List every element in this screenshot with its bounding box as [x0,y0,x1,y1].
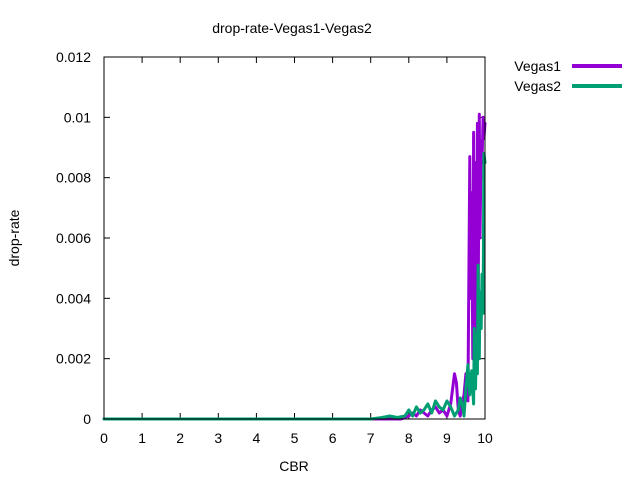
x-tick-label: 7 [367,430,375,446]
y-tick-label: 0.012 [56,49,91,65]
x-tick-label: 0 [100,430,108,446]
series-line-vegas2 [102,152,487,421]
x-tick-label: 3 [214,430,222,446]
plot-series [102,112,487,421]
plot-frame [103,56,486,420]
legend: Vegas1 Vegas2 [514,58,622,94]
chart-title: drop-rate-Vegas1-Vegas2 [212,20,372,36]
x-tick-label: 4 [253,430,261,446]
axis-ticks: 0 1 2 3 4 5 6 7 8 9 10 0 0.002 0.004 0.006 0.008 0.01 0.0… [56,49,493,446]
y-tick-label: 0 [83,411,91,427]
x-tick-label: 9 [443,430,451,446]
x-tick-label: 10 [477,430,493,446]
x-tick-label: 8 [405,430,413,446]
y-axis-label: drop-rate [6,209,22,266]
x-tick-label: 5 [291,430,299,446]
x-tick-label: 1 [138,430,146,446]
legend-label-vegas2: Vegas2 [514,78,561,94]
y-tick-label: 0.004 [56,290,91,306]
y-tick-label: 0.006 [56,230,91,246]
legend-label-vegas1: Vegas1 [514,58,561,74]
series-line-vegas1 [102,112,487,421]
y-tick-label: 0.008 [56,170,91,186]
x-axis-label: CBR [279,458,309,474]
y-tick-label: 0.01 [64,109,91,125]
y-tick-label: 0.002 [56,351,91,367]
x-tick-label: 2 [176,430,184,446]
x-tick-label: 6 [329,430,337,446]
